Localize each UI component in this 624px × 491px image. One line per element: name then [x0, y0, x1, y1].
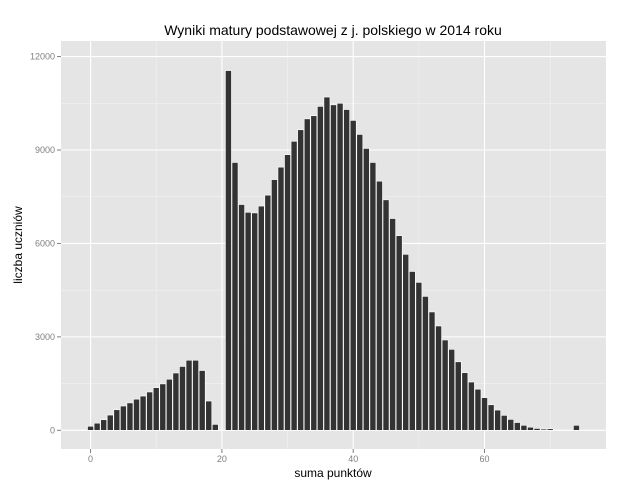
bar	[540, 428, 547, 431]
bar	[369, 162, 377, 431]
bar	[179, 366, 186, 431]
bar	[402, 254, 410, 431]
bar	[435, 325, 442, 431]
bar	[468, 381, 475, 431]
bar	[533, 428, 541, 431]
x-axis-ticks: 0 20 40 60	[88, 449, 490, 464]
y-tick-label: 6000	[35, 238, 55, 248]
bar	[389, 218, 396, 431]
y-tick-label: 0	[50, 425, 55, 435]
bar	[139, 395, 147, 431]
bar	[514, 422, 521, 431]
bar	[454, 361, 462, 431]
x-tick-label: 20	[217, 454, 227, 464]
bar	[251, 212, 259, 431]
bar	[257, 205, 265, 431]
bar	[520, 425, 528, 431]
bar	[487, 404, 495, 431]
bar	[343, 109, 350, 431]
bar	[244, 211, 252, 431]
bar	[277, 166, 285, 431]
x-axis-title: suma punktów	[294, 466, 372, 480]
y-axis-title: liczba uczniów	[11, 206, 25, 284]
bar	[133, 398, 140, 431]
y-tick-label: 12000	[30, 52, 55, 62]
bar	[349, 120, 357, 431]
bar	[317, 106, 324, 431]
bar	[376, 180, 383, 431]
x-tick-label: 0	[88, 454, 93, 464]
bar	[159, 383, 167, 431]
bar	[363, 148, 370, 431]
y-tick-label: 3000	[35, 332, 55, 342]
bar	[152, 387, 160, 431]
bar	[205, 400, 213, 431]
bar	[166, 378, 173, 431]
bar	[546, 428, 554, 431]
bar	[553, 429, 561, 431]
bar	[310, 115, 318, 431]
bar	[303, 118, 311, 431]
bar	[382, 199, 390, 431]
bar	[507, 419, 515, 431]
bar	[146, 391, 153, 431]
bar	[415, 282, 423, 431]
bar	[527, 426, 534, 431]
bar	[356, 134, 364, 431]
bar	[441, 339, 449, 431]
bar	[113, 409, 121, 431]
bar	[461, 372, 469, 431]
bar	[284, 154, 291, 431]
bar	[330, 104, 337, 431]
bar	[297, 129, 304, 431]
bar	[422, 296, 429, 431]
bar	[225, 70, 232, 431]
bar	[93, 422, 101, 431]
bar	[264, 194, 272, 431]
x-tick-label: 60	[480, 454, 490, 464]
bar	[474, 388, 482, 431]
bar	[100, 419, 108, 431]
bar	[238, 204, 245, 431]
bar	[573, 425, 580, 431]
bar	[185, 359, 193, 431]
bar	[408, 271, 416, 431]
chart-title: Wyniki matury podstawowej z j. polskiego…	[164, 22, 502, 38]
bar	[271, 179, 278, 431]
bar	[323, 96, 331, 431]
bar	[172, 372, 180, 431]
bar	[428, 311, 436, 431]
bar	[395, 235, 403, 431]
bar	[126, 402, 134, 431]
bar	[290, 140, 298, 431]
bar	[494, 409, 501, 431]
bar	[198, 370, 206, 431]
bar	[120, 405, 127, 431]
bar	[231, 162, 239, 431]
bar	[500, 415, 508, 431]
x-tick-label: 40	[348, 454, 358, 464]
bar	[448, 349, 456, 431]
bar	[336, 102, 344, 431]
bar	[211, 424, 219, 431]
bar	[192, 359, 199, 431]
bars	[87, 70, 580, 431]
bar	[481, 397, 488, 431]
y-tick-label: 9000	[35, 145, 55, 155]
bar	[87, 425, 94, 431]
bar	[106, 414, 114, 431]
y-axis-ticks: 0 3000 6000 9000 12000	[30, 52, 61, 435]
